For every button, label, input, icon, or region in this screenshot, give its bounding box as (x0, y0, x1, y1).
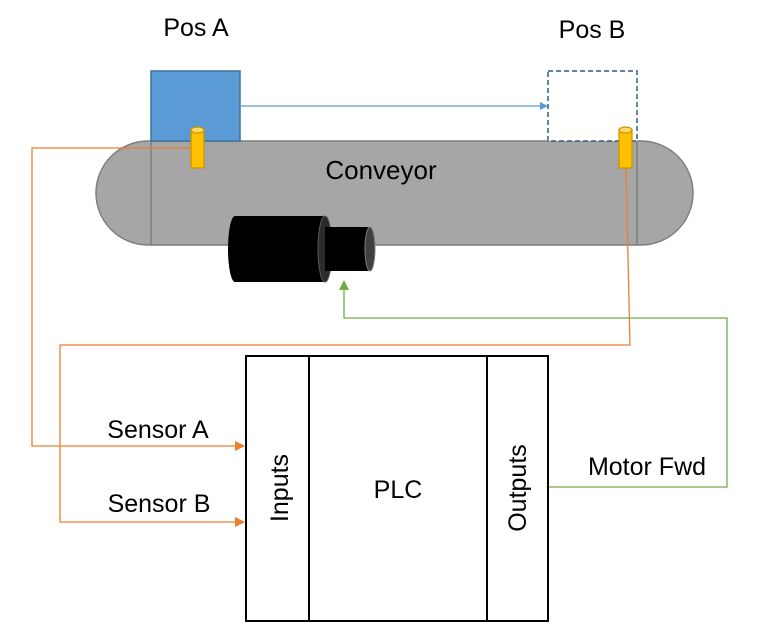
sensor-b-icon (618, 126, 633, 169)
sensor-a-label: Sensor A (107, 416, 209, 444)
pos-b-label: Pos B (559, 16, 626, 44)
conveyor-label: Conveyor (325, 155, 437, 185)
sensor-b-label: Sensor B (108, 490, 211, 518)
motor-fwd-wire (339, 280, 728, 488)
inputs-label: Inputs (266, 454, 294, 522)
sensor-a-wire (31, 147, 245, 451)
motor-icon (228, 215, 376, 283)
sensor-b-wire (59, 167, 631, 527)
outputs-label: Outputs (504, 444, 532, 532)
motor-fwd-label: Motor Fwd (588, 453, 706, 481)
plc-label: PLC (374, 476, 423, 504)
sensor-a-icon (190, 126, 205, 169)
plc-block (245, 355, 549, 622)
pos-a-label: Pos A (163, 14, 229, 42)
